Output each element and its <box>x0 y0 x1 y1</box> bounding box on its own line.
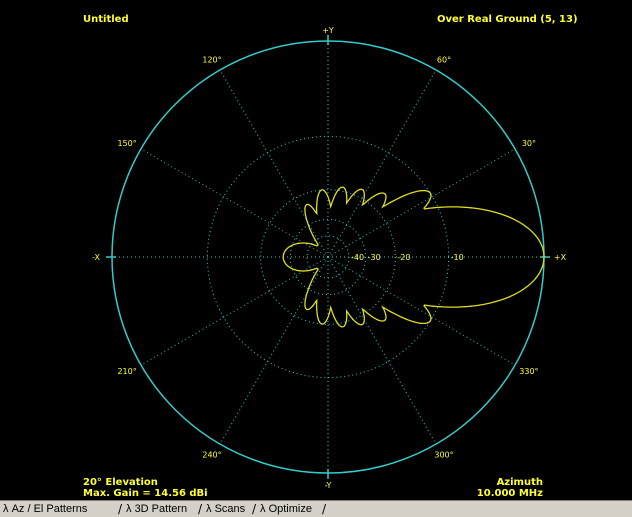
ring-20db <box>260 189 396 325</box>
axis-label-minus-y: -Y <box>325 481 332 490</box>
angle-label-150: 150° <box>117 139 136 148</box>
tab-divider: / <box>252 502 257 516</box>
spoke-30 <box>327 148 516 258</box>
spoke-210 <box>140 256 329 366</box>
radiation-pattern <box>282 186 545 328</box>
tab-scans[interactable]: λ Scans <box>206 503 246 515</box>
ring-40db <box>306 235 350 279</box>
ring-30db <box>289 218 367 296</box>
ground-label: Over Real Ground (5, 13) <box>437 14 578 25</box>
spoke-60 <box>327 69 437 258</box>
ring-label-minus30: -30 <box>368 253 381 262</box>
spoke-120 <box>219 69 329 258</box>
azimuth-plot-panel: +Y -Y +X -X 30° 60° 120° 150° 210° 240° 300° 330° -1… <box>0 0 632 500</box>
tab-strip: λ Az / El Patterns / λ 3D Pattern / λ Sc… <box>0 500 632 517</box>
tab-3d-pattern[interactable]: λ 3D Pattern <box>126 503 188 515</box>
spoke-330 <box>327 256 516 366</box>
angle-label-210: 210° <box>117 367 136 376</box>
plot-title: Untitled <box>83 14 129 25</box>
tab-az-el-patterns[interactable]: λ Az / El Patterns <box>3 503 88 515</box>
max-gain-label: Max. Gain = 14.56 dBi <box>83 488 208 499</box>
frequency-label: 10.000 MHz <box>476 488 543 499</box>
ring-label-minus10: -10 <box>451 253 464 262</box>
mode-label: Azimuth <box>496 477 543 488</box>
angle-label-330: 330° <box>519 367 538 376</box>
spoke-300 <box>327 256 437 445</box>
angle-label-120: 120° <box>202 56 221 65</box>
tab-divider: / <box>198 502 203 516</box>
axis-label-plus-x: +X <box>554 253 567 262</box>
elevation-label: 20° Elevation <box>83 477 158 488</box>
angle-label-30: 30° <box>522 139 536 148</box>
ring-label-minus40: -40 <box>351 253 364 262</box>
ring-label-minus20: -20 <box>397 253 410 262</box>
angle-label-240: 240° <box>202 450 221 459</box>
angle-label-60: 60° <box>437 56 451 65</box>
tab-optimize[interactable]: λ Optimize <box>260 503 312 515</box>
spoke-240 <box>219 256 329 445</box>
spoke-150 <box>140 148 329 258</box>
polar-plot: +Y -Y +X -X 30° 60° 120° 150° 210° 240° 300° 330° -1… <box>92 26 567 490</box>
axis-label-plus-y: +Y <box>322 26 334 35</box>
tab-divider: / <box>322 502 327 516</box>
angle-label-300: 300° <box>434 450 453 459</box>
tab-divider: / <box>118 502 123 516</box>
axis-label-minus-x: -X <box>92 253 100 262</box>
